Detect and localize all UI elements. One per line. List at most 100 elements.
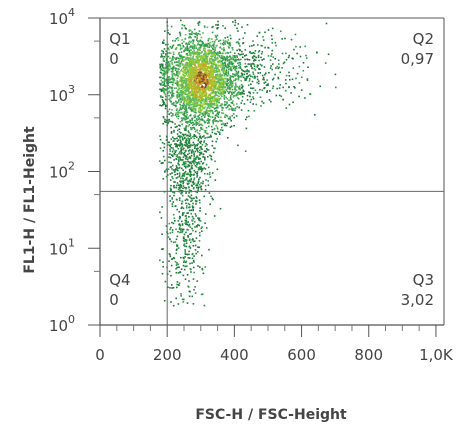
data-point <box>187 62 189 64</box>
data-point <box>173 102 175 104</box>
data-point <box>199 90 201 93</box>
data-point <box>181 55 184 58</box>
data-point <box>195 121 198 123</box>
data-point <box>175 149 178 152</box>
data-point <box>222 112 225 115</box>
data-point <box>229 56 232 59</box>
data-point <box>216 94 219 97</box>
data-point <box>197 78 200 81</box>
data-point <box>244 55 246 57</box>
data-point <box>182 82 185 85</box>
data-point <box>204 87 206 90</box>
data-point <box>188 124 191 126</box>
data-point <box>201 78 204 80</box>
data-point <box>256 75 259 78</box>
data-point <box>219 119 221 122</box>
data-point <box>187 83 189 85</box>
data-point <box>253 65 256 67</box>
data-point <box>231 109 233 111</box>
data-point <box>211 67 213 69</box>
data-point <box>214 84 216 86</box>
data-point <box>211 129 214 131</box>
data-point <box>175 113 177 116</box>
data-point <box>192 84 195 87</box>
data-point <box>197 180 200 182</box>
data-point <box>187 172 189 175</box>
data-point <box>172 81 175 84</box>
data-point <box>184 107 186 109</box>
data-point <box>165 54 167 56</box>
data-point <box>292 67 295 69</box>
data-point <box>188 192 190 194</box>
data-point <box>234 107 237 110</box>
data-point <box>218 86 221 88</box>
data-point <box>186 160 189 163</box>
data-point <box>205 64 208 66</box>
data-point <box>165 50 167 52</box>
data-point <box>249 74 251 76</box>
data-point <box>169 187 172 190</box>
data-point <box>230 119 232 122</box>
data-point <box>194 164 197 167</box>
data-point <box>210 80 212 83</box>
data-point <box>216 98 218 101</box>
data-point <box>171 66 174 69</box>
data-point <box>229 105 232 108</box>
data-point <box>186 66 189 69</box>
data-point <box>194 292 197 294</box>
data-point <box>174 153 176 156</box>
data-point <box>180 184 182 187</box>
data-point <box>165 61 168 64</box>
data-point <box>170 154 173 156</box>
data-point <box>193 73 196 76</box>
data-point <box>224 52 227 55</box>
data-point <box>188 50 191 52</box>
data-point <box>267 83 269 85</box>
data-point <box>195 61 198 64</box>
data-point <box>178 228 181 230</box>
data-point <box>185 78 188 81</box>
data-point <box>271 87 274 90</box>
data-point <box>201 267 203 270</box>
data-point <box>188 142 190 144</box>
data-point <box>184 108 186 110</box>
data-point <box>243 70 246 73</box>
data-point <box>201 226 203 228</box>
data-point <box>182 113 184 116</box>
data-point <box>230 75 233 78</box>
data-point <box>183 24 186 27</box>
data-point <box>193 187 195 189</box>
data-point <box>278 87 281 89</box>
data-point <box>194 104 197 106</box>
data-point <box>204 95 206 98</box>
data-point <box>176 133 179 135</box>
data-point <box>187 95 190 98</box>
data-point <box>167 144 169 146</box>
data-point <box>302 62 305 64</box>
data-point <box>162 66 164 69</box>
data-point <box>176 166 178 169</box>
data-point <box>198 240 201 242</box>
data-point <box>198 217 201 220</box>
data-point <box>176 140 179 142</box>
data-point <box>186 46 188 48</box>
data-point <box>208 115 210 117</box>
data-point <box>188 29 191 31</box>
data-point <box>193 77 196 79</box>
data-point <box>197 107 200 110</box>
data-point <box>196 34 198 37</box>
data-point <box>162 116 165 118</box>
data-point <box>205 143 207 145</box>
data-point <box>255 103 258 106</box>
data-point <box>224 81 226 83</box>
data-point <box>196 280 199 282</box>
data-point <box>194 93 197 95</box>
data-point <box>220 79 222 81</box>
data-point <box>172 222 175 225</box>
data-point <box>189 233 191 235</box>
data-point <box>235 89 238 91</box>
data-point <box>173 186 175 189</box>
data-point <box>209 104 212 106</box>
data-point <box>231 58 233 61</box>
data-point <box>182 298 185 301</box>
